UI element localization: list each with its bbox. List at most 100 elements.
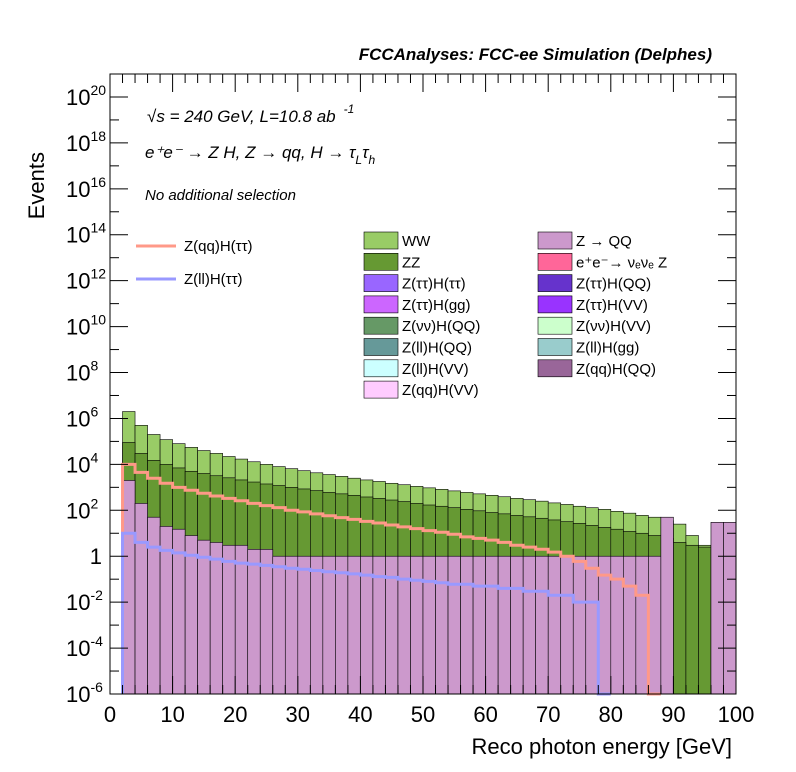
process-text: e⁺e⁻ → Z H, Z → qq, H → τ <box>145 143 357 162</box>
stack-bar <box>535 555 549 695</box>
x-tick-label: 70 <box>536 702 560 727</box>
y-tick-label: 1 <box>90 544 102 569</box>
stack-bar <box>610 555 624 695</box>
legend-fill-swatch <box>363 295 399 314</box>
legend-fill-swatch <box>537 274 573 292</box>
stack-bar <box>673 542 687 695</box>
legend-fill-swatch <box>363 253 399 271</box>
stack-bar <box>284 555 299 695</box>
x-axis-title: Reco photon energy [GeV] <box>472 734 733 759</box>
y-tick-label: 1020 <box>66 82 106 110</box>
stack-bar <box>623 555 637 695</box>
stack-bar <box>685 544 699 695</box>
legend-fill-label: Z(ll)H(QQ) <box>402 340 472 357</box>
x-tick-label: 20 <box>223 702 247 727</box>
stack-bar <box>435 555 449 695</box>
legend-fill-swatch <box>363 380 399 399</box>
stack-bar <box>335 555 349 695</box>
stack-bar <box>485 555 499 695</box>
y-tick-label: 10-6 <box>66 679 103 707</box>
x-tick-label: 0 <box>104 702 116 727</box>
y-tick-label: 10-4 <box>66 633 103 661</box>
y-tick-label: 102 <box>66 495 98 523</box>
stack-bar <box>460 555 474 695</box>
y-tick-label: 1012 <box>66 266 106 294</box>
svg-text:√s = 240 GeV, L=10.8 ab-1: √s = 240 GeV, L=10.8 ab -1 <box>147 102 354 126</box>
process-sub2: h <box>368 153 375 167</box>
stack-bar <box>322 555 336 695</box>
stack-bar <box>147 516 161 695</box>
stack-bar <box>122 480 136 695</box>
legend-fill-label: Z(ττ)H(gg) <box>402 297 471 314</box>
x-tick-label: 10 <box>160 702 184 727</box>
line-series <box>121 462 661 696</box>
y-axis-title: Events <box>24 152 49 219</box>
y-tick-label: 106 <box>66 403 98 431</box>
legend: Z(qq)H(ττ) Z(ll)H(ττ) WW Z → QQ ZZ e⁺e⁻→ νₑνₑ… <box>136 231 667 399</box>
chart-title: FCCAnalyses: FCC-ee Simulation (Delphes) <box>359 45 713 64</box>
stack-bar <box>297 555 311 695</box>
stack-bar <box>222 544 236 695</box>
stack-bar <box>597 555 612 695</box>
legend-fill-swatch <box>363 274 399 292</box>
y-tick-label: 104 <box>66 449 98 477</box>
legend-fill-label: Z(νν)H(QQ) <box>402 318 480 335</box>
legend-fill-label: Z(qq)H(VV) <box>402 382 479 399</box>
legend-fill-label: Z(ll)H(VV) <box>402 361 469 378</box>
y-tick-label: 1010 <box>66 312 106 340</box>
energy-lumi-text: = 240 GeV, L=10.8 ab <box>165 107 336 126</box>
x-tick-label: 100 <box>718 702 755 727</box>
stack-bar <box>572 555 587 695</box>
stack-bar <box>272 555 286 695</box>
stack-bar <box>234 544 249 695</box>
x-tick-label: 60 <box>473 702 497 727</box>
x-tick-label: 40 <box>348 702 372 727</box>
stack-bar <box>547 555 562 695</box>
stack-bar <box>698 546 712 695</box>
stack-bar <box>648 555 662 695</box>
x-tick-label: 80 <box>599 702 623 727</box>
stack-bar <box>497 555 511 695</box>
x-tick-label: 90 <box>661 702 685 727</box>
legend-fill-label: ZZ <box>402 254 420 271</box>
stack-bar <box>347 555 361 695</box>
y-tick-label: 1018 <box>66 128 106 156</box>
process-tau: τ <box>362 143 370 162</box>
legend-fill-swatch <box>537 316 573 335</box>
stack-bar <box>259 549 274 695</box>
stack-bar <box>585 555 599 695</box>
legend-fill-swatch <box>363 338 399 356</box>
legend-line-label: Z(qq)H(ττ) <box>184 238 253 255</box>
stack-bar <box>447 555 461 695</box>
axis-labels: 0 10 20 30 40 50 60 70 80 90 100102010181016101410… <box>66 82 754 727</box>
plot-area <box>121 411 737 696</box>
legend-fill-swatch <box>363 231 399 250</box>
stack-bar <box>360 555 374 695</box>
y-tick-label: 108 <box>66 358 98 386</box>
lumi-exponent: -1 <box>344 102 355 116</box>
legend-fill-label: Z(ττ)H(VV) <box>576 297 648 314</box>
stack-bar <box>422 555 436 695</box>
stack-bar <box>472 555 486 695</box>
annotation-selection: No additional selection <box>145 187 296 204</box>
sqrt-symbol: √s <box>147 107 165 126</box>
legend-fill-swatch <box>537 338 573 356</box>
legend-fill-swatch <box>363 359 399 378</box>
legend-fill-label: Z(ττ)H(ττ) <box>402 276 466 293</box>
x-tick-label: 30 <box>286 702 310 727</box>
process-sub1: L <box>355 153 362 167</box>
line-series <box>121 531 611 696</box>
stack-bar <box>635 555 649 695</box>
stack-bar <box>660 516 674 695</box>
stack-bar <box>247 549 261 695</box>
stack-bar <box>710 522 724 695</box>
legend-fill-swatch <box>537 231 573 250</box>
legend-fill-label: Z(qq)H(QQ) <box>576 361 656 378</box>
annotation-sqrt-s: √s = 240 GeV, L=10.8 ab -1 <box>147 102 354 126</box>
legend-fill-swatch <box>537 359 573 378</box>
legend-fill-swatch <box>537 295 573 314</box>
legend-fill-swatch <box>537 253 573 271</box>
y-tick-label: 1016 <box>66 174 106 202</box>
stack-bar <box>522 555 536 695</box>
